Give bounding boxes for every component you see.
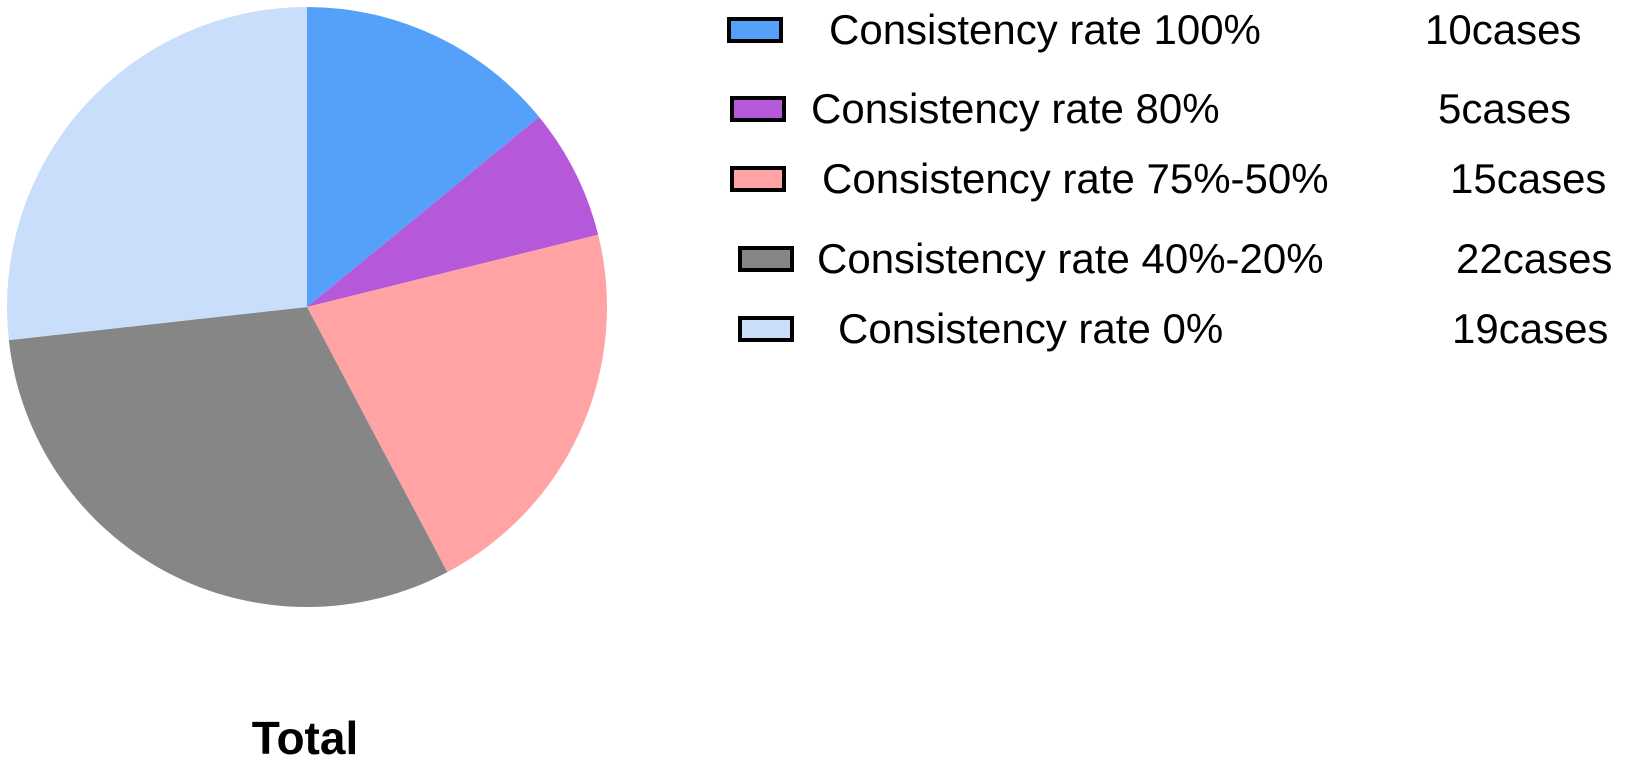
legend-swatch-1: [727, 17, 783, 43]
legend-swatch-5: [738, 316, 794, 342]
pie-slice-3: [307, 234, 607, 573]
legend-swatch-2: [730, 96, 786, 122]
legend-label-1: Consistency rate 100%: [829, 6, 1261, 53]
legend-label-4: Consistency rate 40%-20%: [817, 235, 1324, 282]
legend-count-3: 15cases: [1450, 155, 1607, 202]
legend-label-2: Consistency rate 80%: [811, 85, 1220, 132]
pie-slice-2: [307, 117, 599, 307]
pie-slice-5: [6, 7, 308, 341]
legend-label-3: Consistency rate 75%-50%: [822, 155, 1329, 202]
pie-slice-4: [8, 307, 448, 608]
legend-label-5: Consistency rate 0%: [838, 305, 1224, 352]
pie-slice-1: [307, 7, 540, 307]
legend-swatch-3: [730, 166, 786, 192]
chart-title: Total: [251, 712, 359, 764]
legend-count-2: 5cases: [1438, 85, 1572, 132]
legend-swatch-4: [738, 246, 794, 272]
legend-count-4: 22cases: [1456, 235, 1613, 282]
legend-count-5: 19cases: [1452, 305, 1609, 352]
legend-count-1: 10cases: [1425, 6, 1582, 53]
